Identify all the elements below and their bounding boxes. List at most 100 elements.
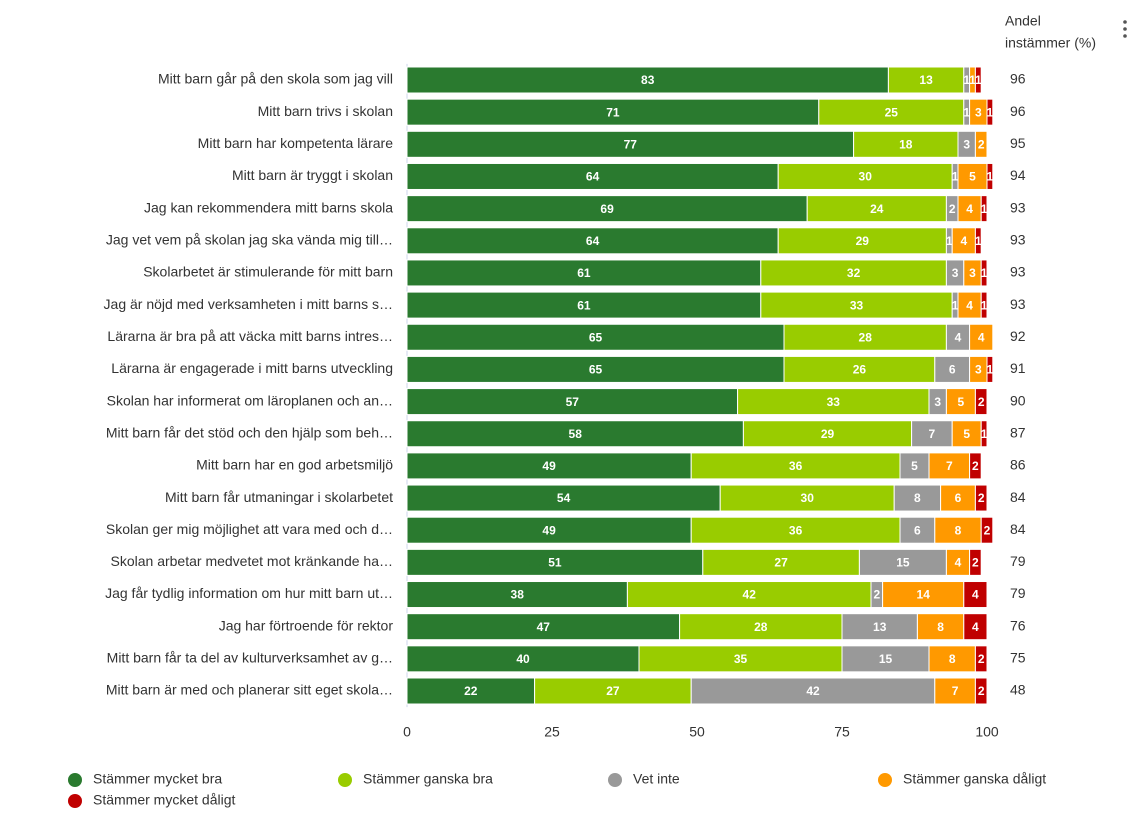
- value-label: 5: [911, 459, 918, 473]
- value-label: 33: [827, 395, 841, 409]
- share-value: 87: [1010, 424, 1026, 440]
- legend-label: Stämmer mycket dåligt: [93, 792, 235, 808]
- bar-segment: [783, 323, 947, 351]
- bar-segment: [679, 613, 843, 641]
- category-label: Jag får tydlig information om hur mitt b…: [105, 585, 393, 601]
- bar-segment: [702, 548, 860, 576]
- value-label: 71: [606, 105, 620, 119]
- bar-segment: [911, 420, 953, 448]
- value-label: 14: [917, 588, 931, 602]
- value-label: 1: [969, 73, 976, 87]
- share-value: 93: [1010, 231, 1026, 247]
- value-label: 2: [972, 556, 979, 570]
- value-label: 4: [972, 620, 979, 634]
- value-label: 5: [958, 395, 965, 409]
- category-label: Mitt barn är tryggt i skolan: [232, 167, 393, 183]
- bar-segment: [986, 98, 994, 126]
- legend-label: Stämmer ganska bra: [363, 771, 493, 787]
- value-label: 8: [955, 523, 962, 537]
- column-title: instämmer (%): [1005, 35, 1096, 51]
- legend-label: Vet inte: [633, 771, 680, 787]
- value-label: 25: [885, 105, 899, 119]
- value-label: 3: [969, 266, 976, 280]
- category-label: Mitt barn får utmaningar i skolarbetet: [165, 489, 393, 505]
- legend-marker: [68, 794, 82, 808]
- share-value: 92: [1010, 328, 1026, 344]
- value-label: 4: [955, 330, 962, 344]
- value-label: 5: [963, 427, 970, 441]
- bar-segment: [963, 581, 988, 609]
- bar-segment: [945, 388, 976, 416]
- category-label: Mitt barn har en god arbetsmiljö: [196, 457, 393, 473]
- share-value: 48: [1010, 682, 1026, 698]
- value-label: 30: [859, 170, 873, 184]
- share-value: 84: [1010, 521, 1026, 537]
- value-label: 32: [847, 266, 861, 280]
- share-value: 96: [1010, 103, 1026, 119]
- value-label: 4: [955, 556, 962, 570]
- value-label: 64: [586, 170, 600, 184]
- category-label: Mitt barn får ta del av kulturverksamhet…: [107, 650, 393, 666]
- share-value: 84: [1010, 489, 1026, 505]
- value-label: 6: [949, 363, 956, 377]
- value-label: 2: [978, 395, 985, 409]
- value-label: 8: [914, 491, 921, 505]
- value-label: 1: [963, 105, 970, 119]
- bar-segment: [893, 484, 942, 512]
- value-label: 49: [542, 523, 556, 537]
- bar-segment: [969, 323, 994, 351]
- bar-segment: [916, 613, 965, 641]
- value-label: 1: [975, 234, 982, 248]
- bar-segment: [783, 355, 936, 383]
- bar-segment: [986, 355, 994, 383]
- value-label: 47: [537, 620, 551, 634]
- share-value: 91: [1010, 360, 1026, 376]
- value-label: 42: [806, 684, 820, 698]
- value-label: 83: [641, 73, 655, 87]
- value-label: 1: [981, 298, 988, 312]
- value-label: 64: [586, 234, 600, 248]
- category-label: Jag kan rekommendera mitt barns skola: [144, 199, 393, 215]
- value-label: 65: [589, 363, 603, 377]
- value-label: 61: [577, 298, 591, 312]
- value-label: 3: [975, 105, 982, 119]
- category-label: Mitt barn är med och planerar sitt eget …: [106, 682, 393, 698]
- value-label: 15: [879, 652, 893, 666]
- value-label: 38: [511, 588, 525, 602]
- bar-segment: [882, 581, 965, 609]
- value-label: 36: [789, 459, 803, 473]
- value-label: 7: [946, 459, 953, 473]
- value-label: 7: [929, 427, 936, 441]
- bar-segment: [406, 548, 704, 576]
- value-label: 1: [981, 202, 988, 216]
- legend-marker: [608, 773, 622, 787]
- value-label: 2: [972, 459, 979, 473]
- value-label: 1: [987, 105, 994, 119]
- share-value: 93: [1010, 296, 1026, 312]
- value-label: 5: [969, 170, 976, 184]
- category-label: Mitt barn har kompetenta lärare: [198, 135, 394, 151]
- category-label: Lärarna är bra på att väcka mitt barns i…: [107, 328, 393, 344]
- value-label: 29: [856, 234, 870, 248]
- bar-segment: [853, 130, 959, 158]
- bar-segment: [760, 259, 947, 287]
- share-value: 94: [1010, 167, 1026, 183]
- share-value: 96: [1010, 71, 1026, 87]
- category-label: Mitt barn trivs i skolan: [258, 103, 393, 119]
- legend-marker: [68, 773, 82, 787]
- bar-segment: [406, 98, 820, 126]
- menu-icon[interactable]: [1123, 20, 1127, 38]
- share-value: 93: [1010, 264, 1026, 280]
- bar-segment: [406, 227, 779, 255]
- bar-segment: [534, 677, 692, 705]
- category-label: Jag är nöjd med verksamheten i mitt barn…: [104, 296, 393, 312]
- value-label: 4: [966, 298, 973, 312]
- value-label: 30: [801, 491, 815, 505]
- bar-segment: [626, 581, 872, 609]
- share-value: 86: [1010, 457, 1026, 473]
- category-label: Skolan har informerat om läroplanen och …: [107, 392, 393, 408]
- bar-segment: [980, 259, 988, 287]
- value-label: 49: [542, 459, 556, 473]
- bar-segment: [969, 452, 982, 480]
